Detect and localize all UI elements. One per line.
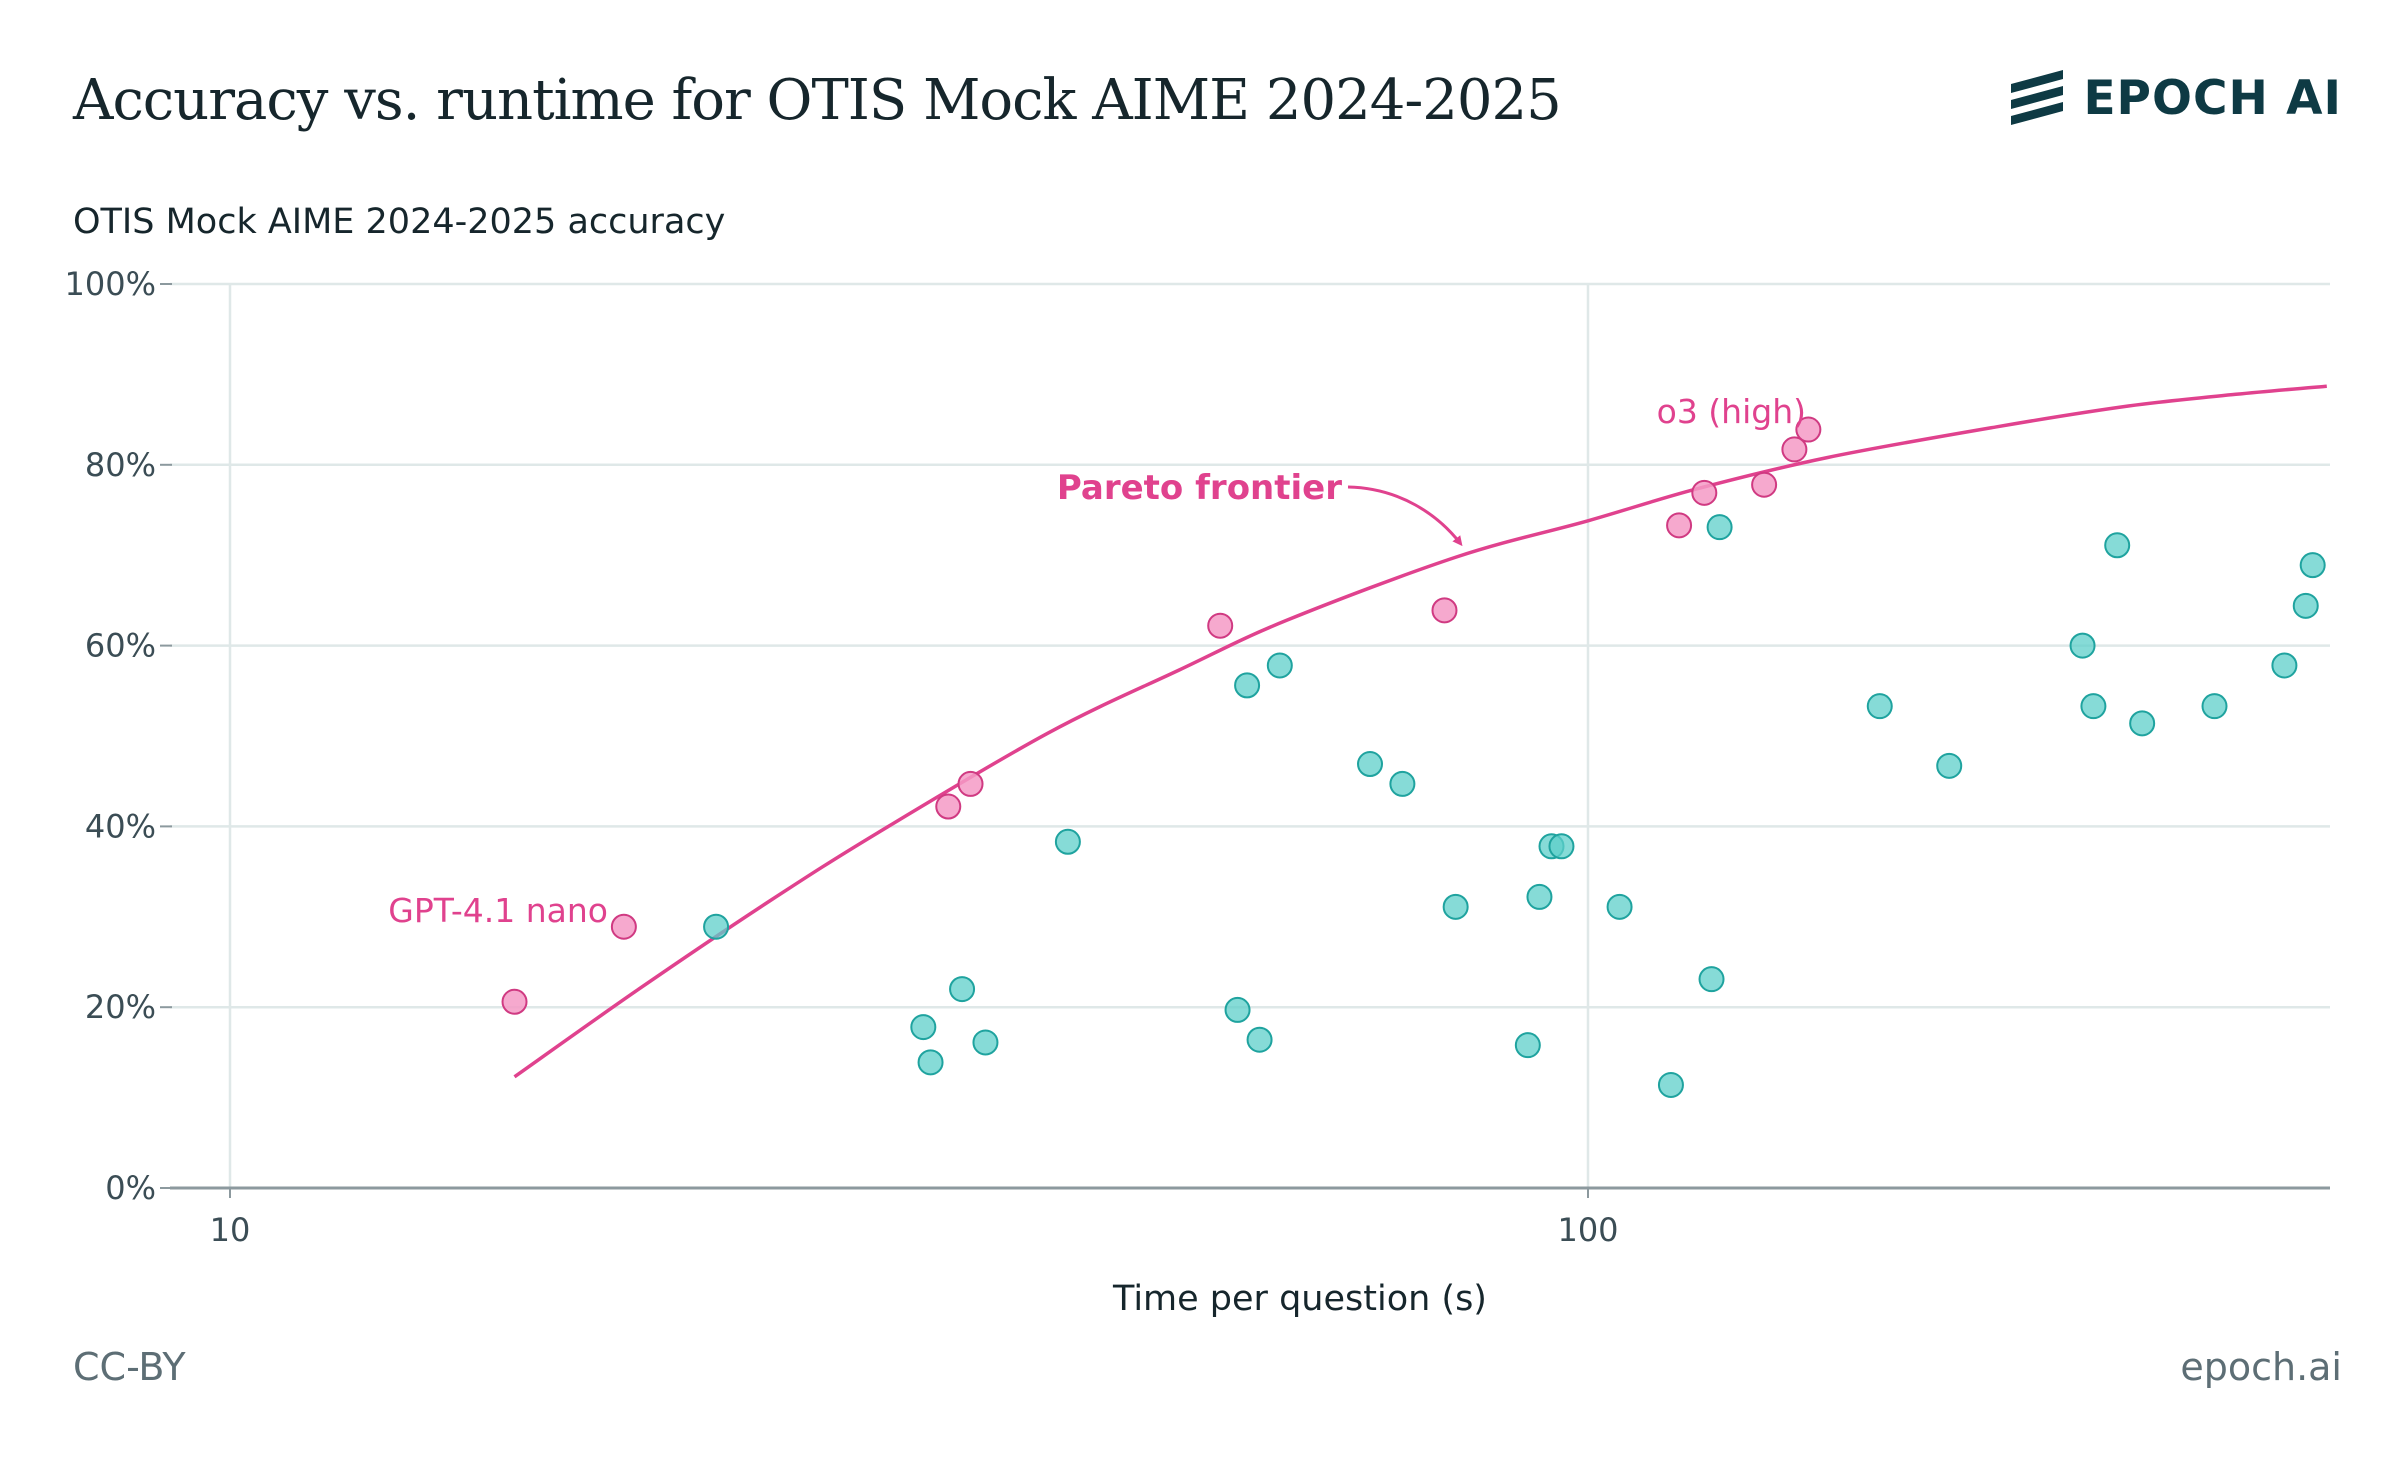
data-point-other xyxy=(2201,693,2228,720)
axes: 0% 20% 40% 60% 80% 100% 10 100 Time per question… xyxy=(65,265,2330,1319)
data-point-other xyxy=(2080,693,2107,720)
data-points xyxy=(501,416,2326,1098)
pareto-frontier-arrow xyxy=(1347,485,1463,547)
data-point-other xyxy=(2271,652,2298,679)
data-point-pareto xyxy=(935,793,962,820)
data-point-other xyxy=(1548,833,1575,860)
data-point-pareto xyxy=(1795,416,1822,443)
data-point-other xyxy=(2069,632,2096,659)
data-point-other xyxy=(1514,1032,1541,1059)
y-tick-label: 20% xyxy=(85,988,156,1026)
data-point-other xyxy=(2292,592,2319,619)
data-point-other xyxy=(972,1029,999,1056)
data-point-other xyxy=(1442,893,1469,920)
data-point-other xyxy=(2299,552,2326,579)
data-point-pareto xyxy=(1751,471,1778,498)
data-point-other xyxy=(1698,966,1725,993)
data-point-other xyxy=(1657,1071,1684,1098)
license-label: CC-BY xyxy=(73,1345,186,1389)
data-point-other xyxy=(949,976,976,1003)
data-point-other xyxy=(910,1014,937,1041)
data-point-other xyxy=(1357,751,1384,778)
grid-lines xyxy=(170,282,2330,1188)
y-tick-label: 0% xyxy=(105,1169,156,1207)
annotations: Pareto frontier GPT-4.1 nano o3 (high) xyxy=(388,392,1806,930)
data-point-other xyxy=(1234,672,1261,699)
y-tick-label: 60% xyxy=(85,627,156,665)
x-axis-label: Time per question (s) xyxy=(1112,1279,1487,1319)
gpt-4-1-nano-annotation: GPT-4.1 nano xyxy=(388,891,608,930)
data-point-other xyxy=(2129,710,2156,737)
data-point-other xyxy=(917,1049,944,1076)
epoch-stripes-logo-icon xyxy=(2011,70,2064,125)
pareto-frontier-curve xyxy=(513,384,2327,1079)
data-point-pareto xyxy=(1207,612,1234,639)
x-tick-label: 10 xyxy=(210,1211,251,1249)
data-point-other xyxy=(1389,770,1416,797)
data-point-other xyxy=(703,913,730,940)
x-tick-label: 100 xyxy=(1557,1211,1618,1249)
data-point-pareto xyxy=(1781,436,1808,463)
data-point-other xyxy=(1224,996,1251,1023)
data-point-pareto xyxy=(957,770,984,797)
chart-title: Accuracy vs. runtime for OTIS Mock AIME … xyxy=(73,68,1562,133)
y-tick-label: 100% xyxy=(65,265,156,303)
data-point-pareto xyxy=(610,913,637,940)
data-point-other xyxy=(1706,514,1733,541)
o3-high-annotation: o3 (high) xyxy=(1657,392,1806,431)
data-point-other xyxy=(1866,693,1893,720)
y-axis-label: OTIS Mock AIME 2024-2025 accuracy xyxy=(73,202,726,242)
pareto-frontier-line xyxy=(513,384,2327,1079)
brand-name: EPOCH AI xyxy=(2083,70,2342,126)
data-point-other xyxy=(1606,893,1633,920)
data-point-other xyxy=(1526,883,1553,910)
data-point-other xyxy=(2104,532,2131,559)
data-point-other xyxy=(1246,1026,1273,1053)
brand-logo[interactable]: EPOCH AI xyxy=(2007,70,2342,126)
data-point-pareto xyxy=(1431,597,1458,624)
data-point-other xyxy=(1266,652,1293,679)
data-point-pareto xyxy=(501,988,528,1015)
site-link[interactable]: epoch.ai xyxy=(2180,1345,2342,1389)
data-point-other xyxy=(1936,752,1963,779)
data-point-pareto xyxy=(1691,479,1718,506)
data-point-pareto xyxy=(1666,512,1693,539)
pareto-frontier-annotation: Pareto frontier xyxy=(1057,468,1342,508)
y-tick-label: 80% xyxy=(85,446,156,484)
data-point-other xyxy=(1054,828,1081,855)
y-tick-label: 40% xyxy=(85,807,156,845)
